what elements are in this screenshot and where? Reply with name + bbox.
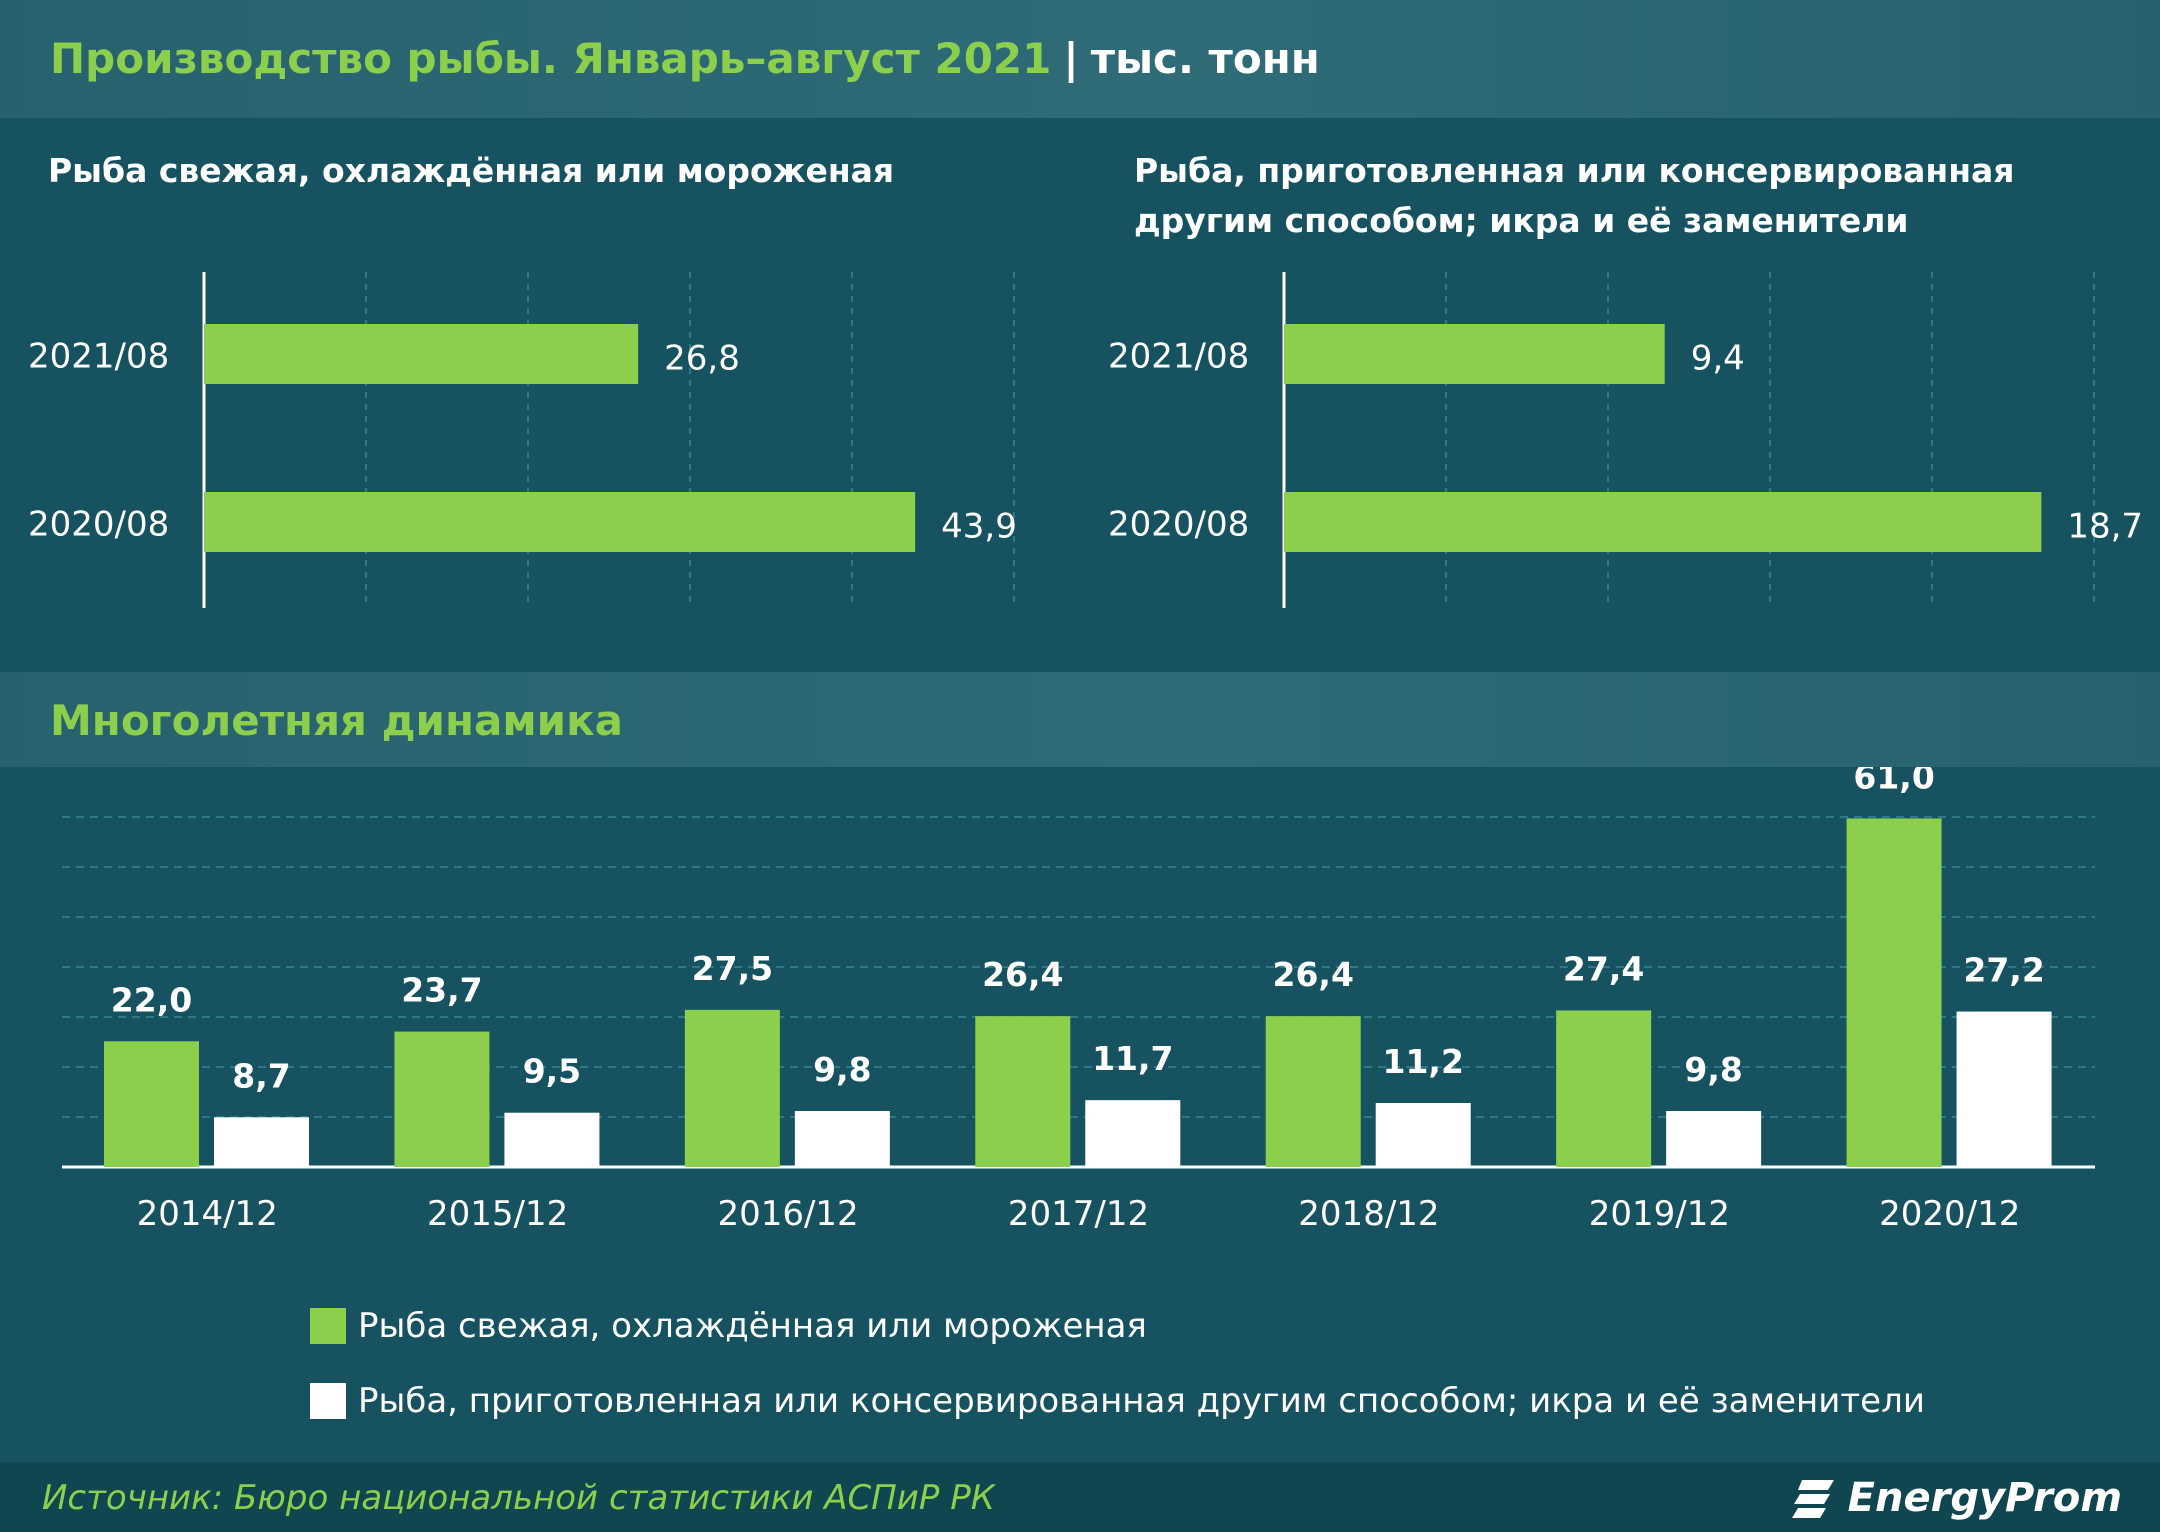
processed-value-label: 18,7: [2067, 507, 2143, 547]
year-category-label: 2016/12: [717, 1194, 858, 1234]
panel-title-processed: Рыба, приготовленная или консервированна…: [1134, 146, 2014, 246]
fresh-year-bar: [1846, 818, 1942, 1167]
panel-title-fresh: Рыба свежая, охлаждённая или мороженая: [48, 151, 895, 190]
fresh-value-label: 26,8: [664, 339, 740, 379]
processed-year-bar: [504, 1112, 600, 1167]
year-category-label: 2019/12: [1589, 1194, 1730, 1234]
processed-year-bar: [214, 1117, 309, 1167]
fresh-year-value-label: 26,4: [982, 955, 1063, 994]
legend-label-processed: Рыба, приготовленная или консервированна…: [358, 1381, 1925, 1421]
panel-title-processed-line-1: Рыба, приготовленная или консервированна…: [1134, 151, 2015, 190]
fresh-bar: [204, 492, 916, 552]
fresh-year-value-label: 22,0: [111, 980, 192, 1019]
year-category-label: 2015/12: [427, 1194, 568, 1234]
fresh-year-value-label: 27,5: [692, 949, 773, 988]
year-category-label: 2018/12: [1298, 1194, 1439, 1234]
legend-label-fresh: Рыба свежая, охлаждённая или мороженая: [358, 1306, 1147, 1346]
fresh-year-bar: [1556, 1010, 1652, 1167]
header-band: [0, 0, 2160, 118]
energyprom-logo: EnergyProm: [1791, 1470, 2122, 1526]
logo-text: EnergyProm: [1847, 1475, 2122, 1521]
fresh-year-bar: [975, 1016, 1071, 1167]
legend-item-processed: Рыба, приготовленная или консервированна…: [310, 1381, 1925, 1421]
panel-title-processed-line-2: другим способом; икра и её заменители: [1134, 201, 1909, 240]
title-separator: |: [1063, 34, 1079, 83]
processed-year-value-label: 9,8: [1684, 1050, 1742, 1089]
legend-item-fresh: Рыба свежая, охлаждённая или мороженая: [310, 1306, 1147, 1346]
fresh-value-label: 43,9: [941, 507, 1017, 547]
processed-year-value-label: 9,5: [523, 1052, 581, 1091]
processed-year-bar: [1666, 1111, 1762, 1167]
processed-year-value-label: 27,2: [1963, 951, 2044, 990]
fresh-year-value-label: 27,4: [1563, 949, 1644, 988]
processed-category-label: 2021/08: [1108, 337, 1249, 377]
year-category-label: 2014/12: [137, 1194, 278, 1234]
logo-mark-icon: [1791, 1480, 1834, 1518]
processed-value-label: 9,4: [1691, 339, 1745, 379]
fresh-year-bar: [104, 1041, 199, 1167]
fresh-year-value-label: 26,4: [1273, 955, 1354, 994]
processed-bar: [1284, 492, 2042, 552]
fresh-year-bar: [1265, 1016, 1361, 1167]
fresh-year-bar: [394, 1031, 490, 1167]
legend-swatch-green: [310, 1308, 346, 1344]
chart-multiyear-dynamics: 22,0 8,7 2014/12 23,7 9,5 2015/12 27,5 9,8 2016/…: [62, 767, 2095, 1234]
section-band: [0, 672, 2160, 767]
processed-bar: [1284, 324, 1665, 384]
fresh-category-label: 2020/08: [28, 505, 169, 545]
section-title: Многолетняя динамика: [50, 696, 623, 745]
processed-year-bar: [1375, 1103, 1471, 1167]
legend-swatch-white: [310, 1383, 346, 1419]
year-category-label: 2020/12: [1879, 1194, 2020, 1234]
fresh-year-value-label: 61,0: [1853, 767, 1934, 796]
title-text: Производство рыбы. Январь–август 2021: [50, 34, 1052, 83]
fresh-bar: [204, 324, 639, 384]
chart-processed-jan-aug: 2021/08 9,4 2020/08 18,7: [1108, 272, 2143, 608]
page-title: Производство рыбы. Январь–август 2021 | ты…: [50, 34, 1320, 83]
processed-year-value-label: 11,2: [1383, 1042, 1464, 1081]
processed-year-value-label: 11,7: [1092, 1039, 1173, 1078]
processed-category-label: 2020/08: [1108, 505, 1249, 545]
fresh-category-label: 2021/08: [28, 337, 169, 377]
processed-year-bar: [1956, 1011, 2052, 1167]
fresh-year-bar: [684, 1009, 780, 1167]
fresh-year-value-label: 23,7: [401, 971, 482, 1010]
source-note: Источник: Бюро национальной статистики А…: [42, 1478, 995, 1518]
chart-fresh-jan-aug: 2021/08 26,8 2020/08 43,9: [28, 272, 1017, 608]
processed-year-value-label: 9,8: [813, 1050, 871, 1089]
title-unit: тыс. тонн: [1090, 34, 1320, 83]
processed-year-bar: [794, 1111, 890, 1167]
processed-year-value-label: 8,7: [232, 1056, 290, 1095]
year-category-label: 2017/12: [1008, 1194, 1149, 1234]
processed-year-bar: [1085, 1100, 1181, 1167]
